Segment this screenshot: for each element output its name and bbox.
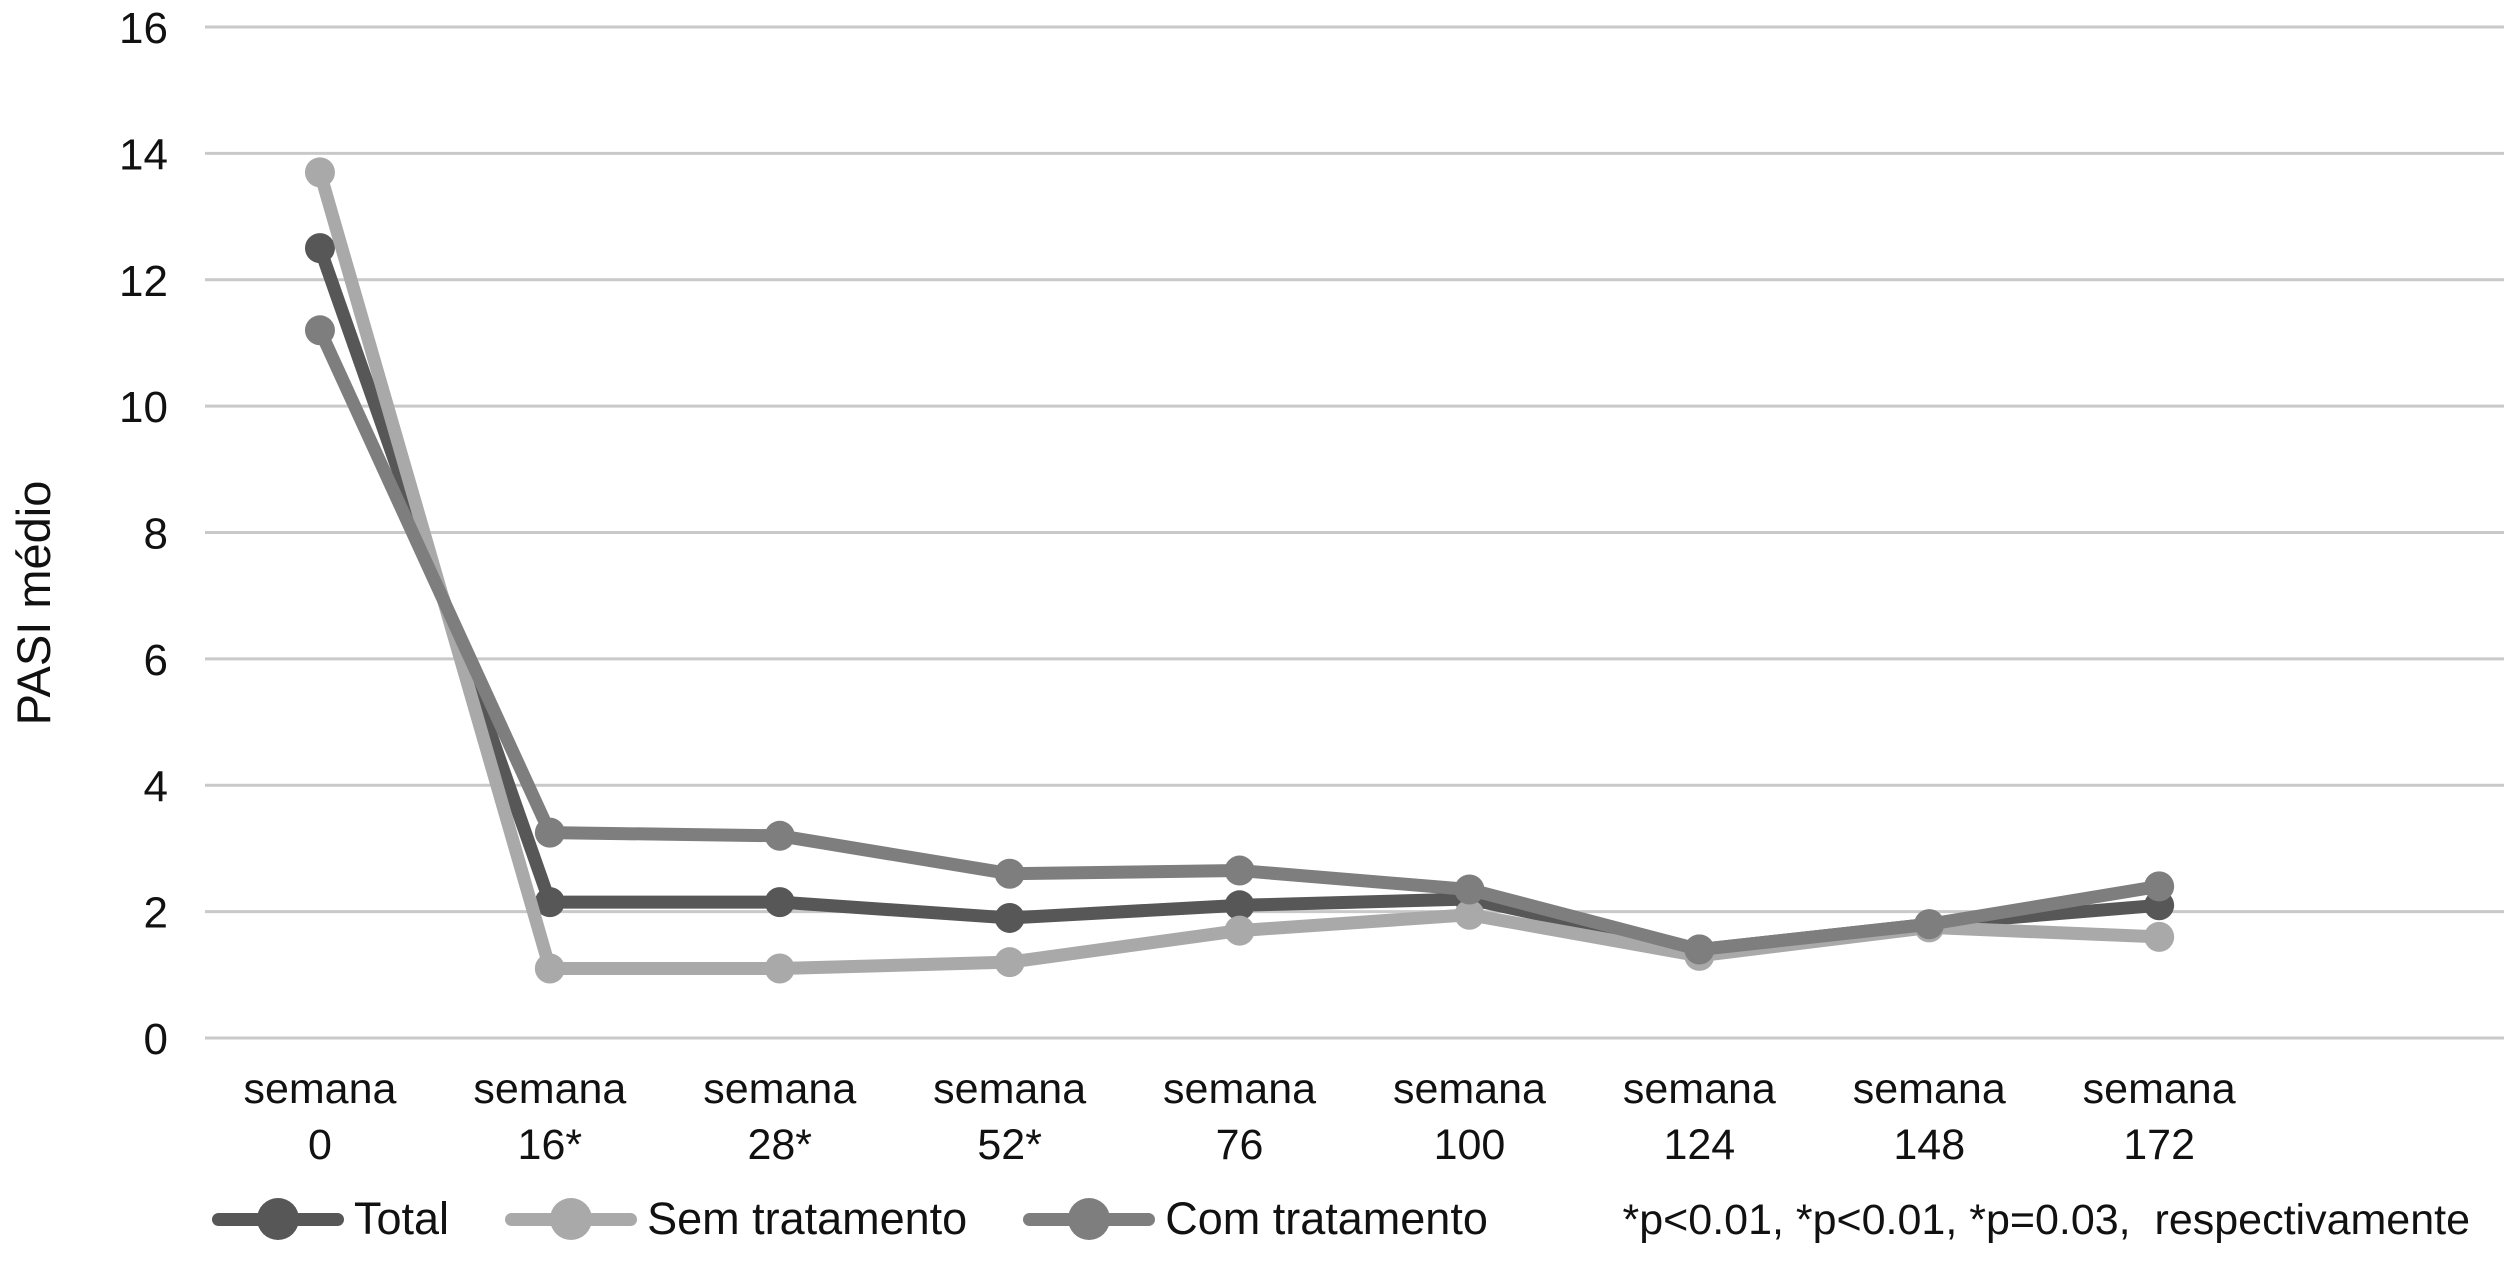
data-point-marker [1914,909,1945,940]
data-point-marker [764,820,795,851]
data-point-marker [2144,871,2175,902]
data-point-marker [304,157,335,188]
legend-dot-icon [257,1198,299,1240]
x-tick-label: semana 16* [473,1065,626,1169]
legend-item: Total [212,1193,449,1245]
legend-dot-icon [550,1198,593,1240]
x-tick-label: semana 124 [1623,1065,1776,1169]
x-tick-label: semana 52* [933,1065,1086,1169]
legend-line-marker-icon [505,1198,638,1240]
data-point-marker [1224,890,1255,921]
y-tick-label: 6 [144,636,168,685]
y-tick-label: 12 [119,257,168,306]
plot-area: 0 2 4 6 8 10 12 14 16 semana 0 semana 16* semana 28* se… [119,4,2504,1169]
data-point-marker [994,902,1025,933]
data-point-marker [1454,874,1485,905]
legend-item: Com tratamento [1023,1193,1488,1245]
y-tick-label: 14 [119,130,168,179]
legend-line-marker-icon [212,1198,344,1240]
y-tick-label: 8 [144,510,168,559]
legend-item-label: Total [354,1193,450,1244]
x-tick-label: semana 0 [243,1065,396,1169]
legend: Total Sem tratamento Com tratamento [212,1183,1544,1255]
data-point-marker [1454,899,1485,930]
significance-note: *p<0.01, *p<0.01, *p=0.03, respectivamen… [1622,1196,2470,1244]
x-tick-label: semana 28* [703,1065,856,1169]
legend-item: Sem tratamento [505,1193,967,1245]
legend-item-label: Com tratamento [1165,1193,1488,1244]
data-point-marker [534,887,565,918]
data-point-marker [304,315,335,346]
y-tick-label: 0 [144,1015,168,1064]
series-line-sem-tratamento [313,165,2166,975]
data-point-marker [1224,915,1255,946]
y-tick-label: 10 [119,383,168,432]
legend-dot-icon [1068,1198,1111,1240]
data-point-marker [1684,934,1715,965]
data-point-marker [994,858,1025,889]
legend-line-marker-icon [1023,1198,1156,1240]
y-tick-label: 2 [144,889,168,938]
data-point-marker [534,953,565,984]
data-point-marker [764,953,795,984]
y-axis-title: PASI médio [7,480,60,726]
x-tick-label: semana 100 [1393,1065,1546,1169]
series-line-total [313,241,2166,957]
data-point-marker [534,817,565,848]
x-tick-label: semana 148 [1853,1065,2006,1169]
y-tick-label: 4 [144,762,168,811]
legend-item-label: Sem tratamento [647,1193,968,1244]
data-point-marker [304,233,335,264]
x-tick-label: semana 76 [1163,1065,1316,1169]
data-point-marker [2144,921,2175,952]
x-tick-label: semana 172 [2083,1065,2236,1169]
data-point-marker [1224,855,1255,886]
data-point-marker [764,887,795,918]
data-point-marker [994,947,1025,978]
y-tick-label: 16 [119,4,168,53]
